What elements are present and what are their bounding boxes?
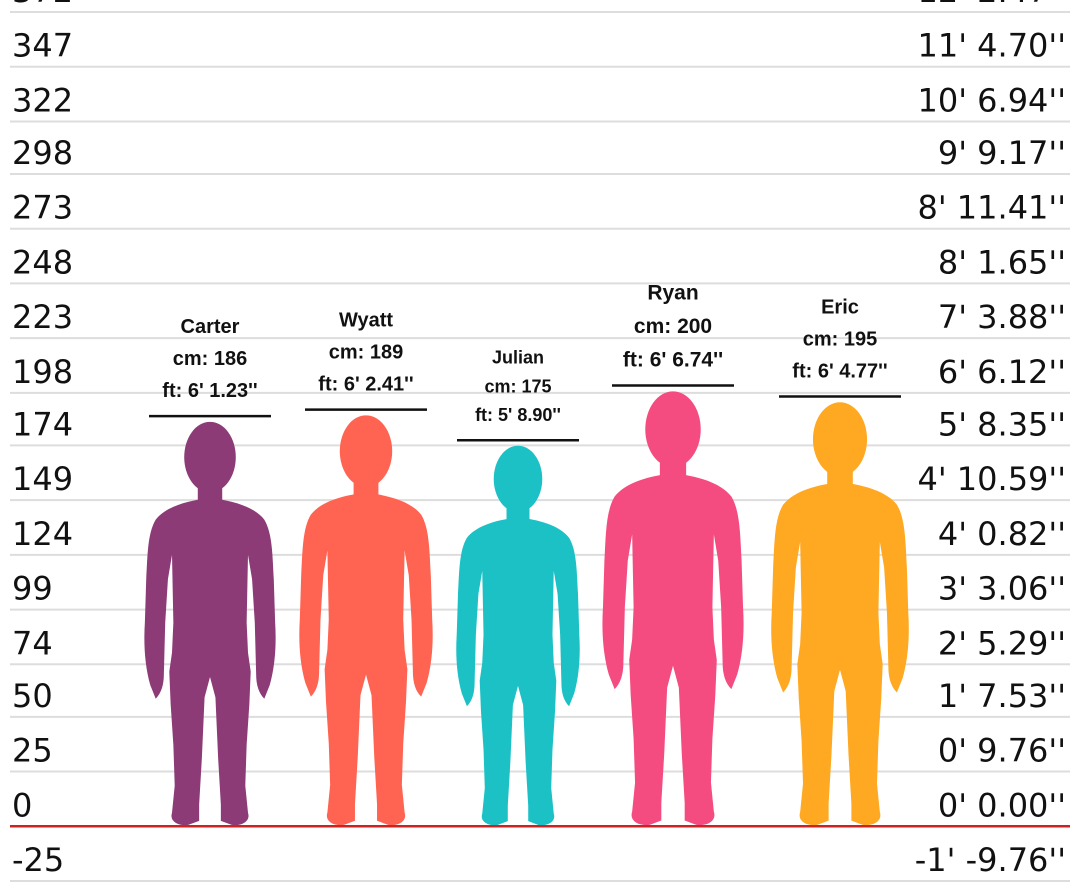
person-height-ft: ft: 6' 4.77'' (792, 360, 887, 382)
person-height-ft: ft: 5' 8.90'' (475, 405, 561, 425)
y-tick-label-ft: 12' 2.47'' (917, 0, 1066, 10)
y-tick-label-cm: 0 (12, 786, 32, 824)
y-tick-label-cm: 174 (12, 405, 73, 443)
y-tick-label-ft: 4' 10.59'' (917, 460, 1066, 498)
y-tick-label-ft: 3' 3.06'' (938, 570, 1066, 608)
person-height-cm: cm: 175 (484, 376, 551, 396)
person-figure (771, 402, 909, 826)
person-name: Carter (181, 316, 240, 338)
y-tick-label-cm: 372 (12, 0, 73, 10)
person-height-cm: cm: 200 (634, 315, 712, 338)
person-figure (144, 421, 276, 826)
person-height-cm: cm: 189 (329, 342, 404, 364)
y-tick-label-ft: 5' 8.35'' (938, 405, 1066, 443)
y-tick-label-cm: 74 (12, 624, 53, 662)
y-tick-label-ft: 8' 1.65'' (938, 243, 1066, 281)
person-name: Eric (821, 296, 859, 318)
y-tick-label-cm: 99 (12, 570, 53, 608)
y-tick-label-ft: 6' 6.12'' (938, 353, 1066, 391)
person-name: Julian (492, 348, 544, 368)
person-height-ft: ft: 6' 2.41'' (318, 374, 413, 396)
y-tick-label-cm: 248 (12, 243, 73, 281)
y-tick-label-cm: -25 (12, 841, 64, 879)
y-tick-label-cm: 298 (12, 134, 73, 172)
y-tick-label-ft: 10' 6.94'' (917, 81, 1066, 119)
y-tick-label-ft: 4' 0.82'' (938, 515, 1066, 553)
y-tick-label-cm: 124 (12, 515, 73, 553)
person-height-cm: cm: 195 (803, 328, 878, 350)
y-tick-label-ft: 7' 3.88'' (938, 298, 1066, 336)
y-tick-label-cm: 223 (12, 298, 73, 336)
y-tick-label-cm: 322 (12, 81, 73, 119)
y-tick-label-cm: 273 (12, 189, 73, 227)
y-tick-label-ft: 11' 4.70'' (917, 27, 1066, 65)
y-tick-label-cm: 50 (12, 677, 53, 715)
person-height-ft: ft: 6' 1.23'' (162, 380, 257, 402)
person-figure (602, 391, 744, 826)
person-height-cm: cm: 186 (173, 348, 248, 370)
person-figure (299, 415, 433, 826)
person-name: Ryan (647, 281, 698, 304)
y-tick-label-ft: 0' 0.00'' (938, 786, 1066, 824)
y-tick-label-ft: 2' 5.29'' (938, 624, 1066, 662)
y-tick-label-ft: 1' 7.53'' (938, 677, 1066, 715)
y-tick-label-ft: 9' 9.17'' (938, 134, 1066, 172)
y-tick-label-cm: 25 (12, 732, 53, 770)
y-tick-label-cm: 198 (12, 353, 73, 391)
y-tick-label-ft: -1' -9.76'' (915, 841, 1066, 879)
y-tick-label-cm: 347 (12, 27, 73, 65)
person-name: Wyatt (339, 310, 393, 332)
y-tick-label-ft: 0' 9.76'' (938, 732, 1066, 770)
y-tick-label-cm: 149 (12, 460, 73, 498)
person-figure (456, 445, 580, 826)
y-tick-label-ft: 8' 11.41'' (917, 189, 1066, 227)
person-height-ft: ft: 6' 6.74'' (623, 348, 723, 371)
